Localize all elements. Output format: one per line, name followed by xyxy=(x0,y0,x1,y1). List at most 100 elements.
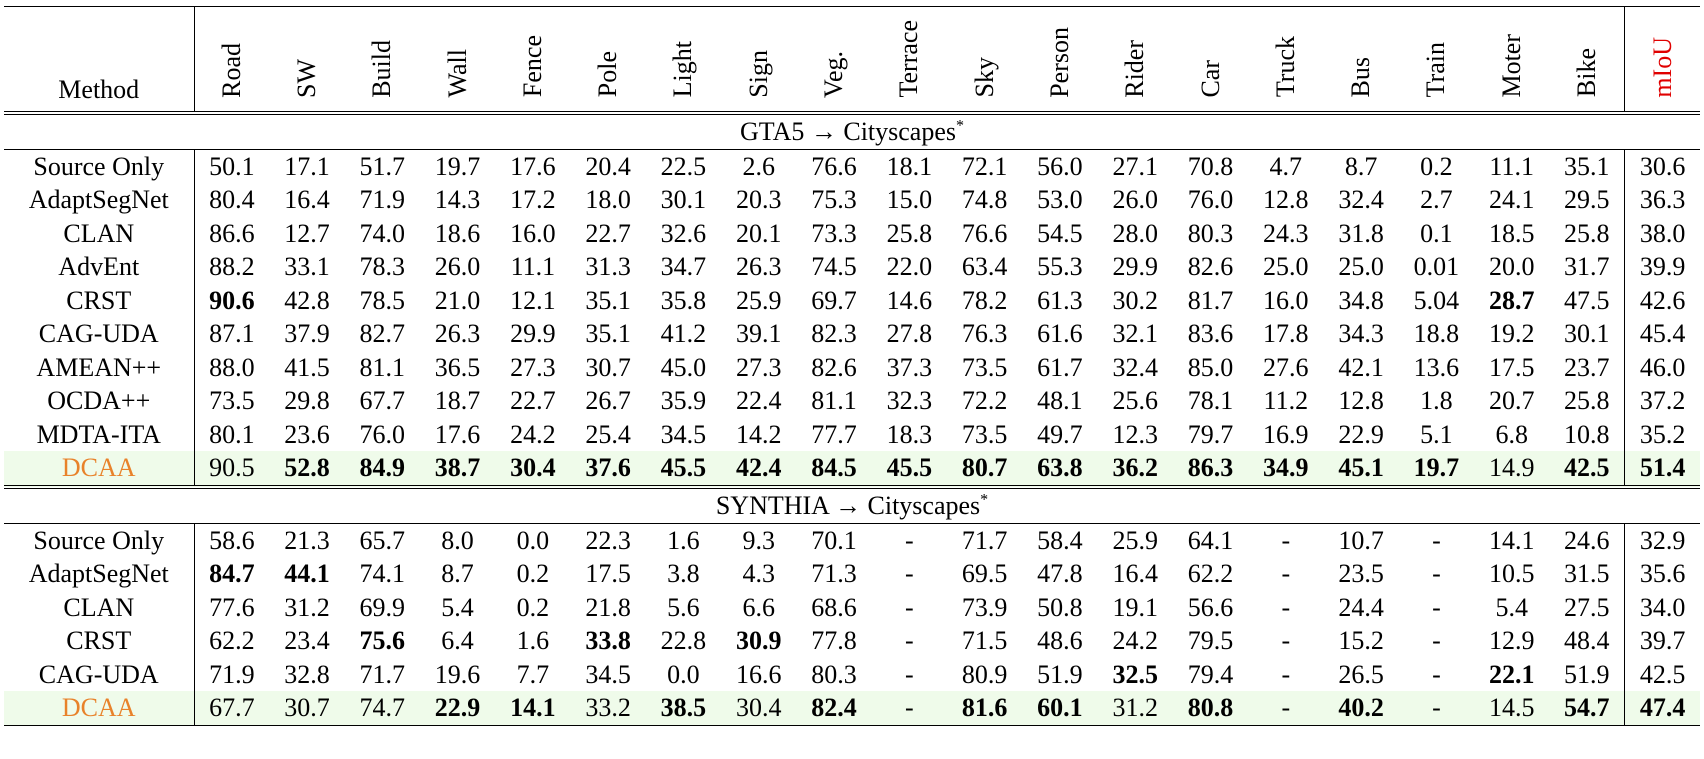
cell-value: 76.3 xyxy=(961,319,1008,349)
value-cell: 10.5 xyxy=(1474,557,1549,591)
table-row: CLAN 86.6 12.7 74.0 18.6 16.0 22.7 32.6 20.1 73.3… xyxy=(4,216,1700,251)
cell-value: 6.4 xyxy=(441,626,474,656)
value-cell: 0.0 xyxy=(495,523,570,557)
value-cell: 0.0 xyxy=(646,658,721,692)
cell-value: 10.5 xyxy=(1488,559,1535,589)
cell-value: 5.04 xyxy=(1413,285,1460,315)
cell-value: - xyxy=(904,693,914,723)
value-cell: 48.1 xyxy=(1022,384,1097,418)
cell-value: 14.1 xyxy=(510,693,556,723)
metric-cell: 39.7 xyxy=(1624,624,1700,658)
cell-value: 70.8 xyxy=(1187,151,1234,181)
value-cell: 0.2 xyxy=(495,591,570,625)
cell-value: 76.6 xyxy=(961,218,1008,248)
cell-value: 82.4 xyxy=(811,693,857,723)
value-cell: 19.1 xyxy=(1098,591,1173,625)
cell-value: 71.9 xyxy=(209,659,255,689)
cell-value: 25.6 xyxy=(1112,386,1158,416)
column-header: Train xyxy=(1399,7,1474,113)
cell-value: 63.8 xyxy=(1037,453,1083,483)
value-cell: - xyxy=(1248,557,1323,591)
cell-value: 24.1 xyxy=(1488,185,1535,215)
cell-value: 82.6 xyxy=(811,352,857,382)
value-cell: 14.6 xyxy=(872,284,947,318)
column-header: Sign xyxy=(721,7,796,113)
value-cell: 71.9 xyxy=(345,183,420,217)
value-cell: 14.3 xyxy=(420,183,495,217)
cell-value: 14.5 xyxy=(1488,693,1535,723)
cell-value: 49.7 xyxy=(1037,419,1083,449)
cell-value: 76.6 xyxy=(811,151,857,181)
cell-value: 11.2 xyxy=(1263,386,1309,416)
cell-value: 22.1 xyxy=(1488,659,1535,689)
value-cell: 22.9 xyxy=(1323,418,1398,452)
value-cell: 75.3 xyxy=(796,183,871,217)
cell-value: 28.7 xyxy=(1488,285,1535,315)
section-title-mark: * xyxy=(956,116,964,134)
value-cell: 30.1 xyxy=(1549,317,1624,351)
cell-value: 42.6 xyxy=(1639,285,1686,315)
cell-value: 65.7 xyxy=(359,525,405,555)
cell-value: 17.5 xyxy=(585,559,631,589)
cell-value: 14.1 xyxy=(1488,525,1535,555)
cell-value: 20.1 xyxy=(735,218,782,248)
cell-value: 42.1 xyxy=(1338,352,1384,382)
value-cell: 70.1 xyxy=(796,523,871,557)
value-cell: 67.7 xyxy=(345,384,420,418)
cell-value: 37.9 xyxy=(284,319,330,349)
cell-value: 80.1 xyxy=(209,419,255,449)
value-cell: 69.7 xyxy=(796,284,871,318)
cell-value: 71.5 xyxy=(961,626,1008,656)
cell-value: 35.8 xyxy=(660,285,707,315)
value-cell: 27.8 xyxy=(872,317,947,351)
value-cell: 23.4 xyxy=(269,624,344,658)
cell-value: 20.4 xyxy=(585,151,631,181)
value-cell: 34.9 xyxy=(1248,451,1324,487)
cell-value: 84.9 xyxy=(359,453,405,483)
value-cell: 45.5 xyxy=(871,451,947,487)
cell-value: - xyxy=(904,626,914,656)
value-cell: 80.3 xyxy=(1173,217,1248,251)
value-cell: 31.8 xyxy=(1323,217,1398,251)
metric-cell: 39.9 xyxy=(1624,250,1700,284)
table-row: AdaptSegNet 80.4 16.4 71.9 14.3 17.2 18.0 30.1 2… xyxy=(4,183,1700,217)
cell-value: 73.5 xyxy=(209,386,255,416)
cell-value: 17.1 xyxy=(284,151,330,181)
value-cell: 3.8 xyxy=(646,557,721,591)
value-cell: 15.0 xyxy=(872,183,947,217)
value-cell: 51.9 xyxy=(1022,658,1097,692)
cell-value: 71.7 xyxy=(961,525,1008,555)
value-cell: 29.9 xyxy=(1098,250,1173,284)
value-cell: 42.8 xyxy=(269,284,344,318)
value-cell: 11.1 xyxy=(495,250,570,284)
value-cell: 74.8 xyxy=(947,183,1022,217)
column-label: Terrace xyxy=(894,19,924,98)
value-cell: 76.0 xyxy=(345,418,420,452)
value-cell: 35.1 xyxy=(1549,149,1624,183)
cell-value: 17.6 xyxy=(434,419,481,449)
value-cell: 22.9 xyxy=(419,691,496,726)
cell-value: 39.9 xyxy=(1639,252,1686,282)
value-cell: 69.5 xyxy=(947,557,1022,591)
cell-value: 84.5 xyxy=(811,453,857,483)
cell-value: 3.8 xyxy=(667,559,700,589)
section-title-row: GTA5 → Cityscapes* xyxy=(4,112,1700,150)
cell-value: 84.7 xyxy=(209,559,255,589)
cell-value: 71.7 xyxy=(359,659,405,689)
cell-value: 31.5 xyxy=(1563,559,1610,589)
method-cell: DCAA xyxy=(4,691,195,726)
cell-value: 42.5 xyxy=(1639,659,1686,689)
value-cell: 74.0 xyxy=(345,217,420,251)
cell-value: 78.5 xyxy=(359,285,405,315)
value-cell: 26.7 xyxy=(570,384,645,418)
value-cell: 25.0 xyxy=(1323,250,1398,284)
cell-value: 74.0 xyxy=(359,218,405,248)
cell-value: 32.4 xyxy=(1112,352,1158,382)
cell-value: 61.3 xyxy=(1037,285,1083,315)
method-header: Method xyxy=(4,6,195,113)
value-cell: 6.6 xyxy=(721,591,796,625)
cell-value: 80.4 xyxy=(209,185,255,215)
value-cell: 35.1 xyxy=(570,317,645,351)
value-cell: 6.4 xyxy=(420,624,495,658)
cell-value: 75.6 xyxy=(359,626,405,656)
